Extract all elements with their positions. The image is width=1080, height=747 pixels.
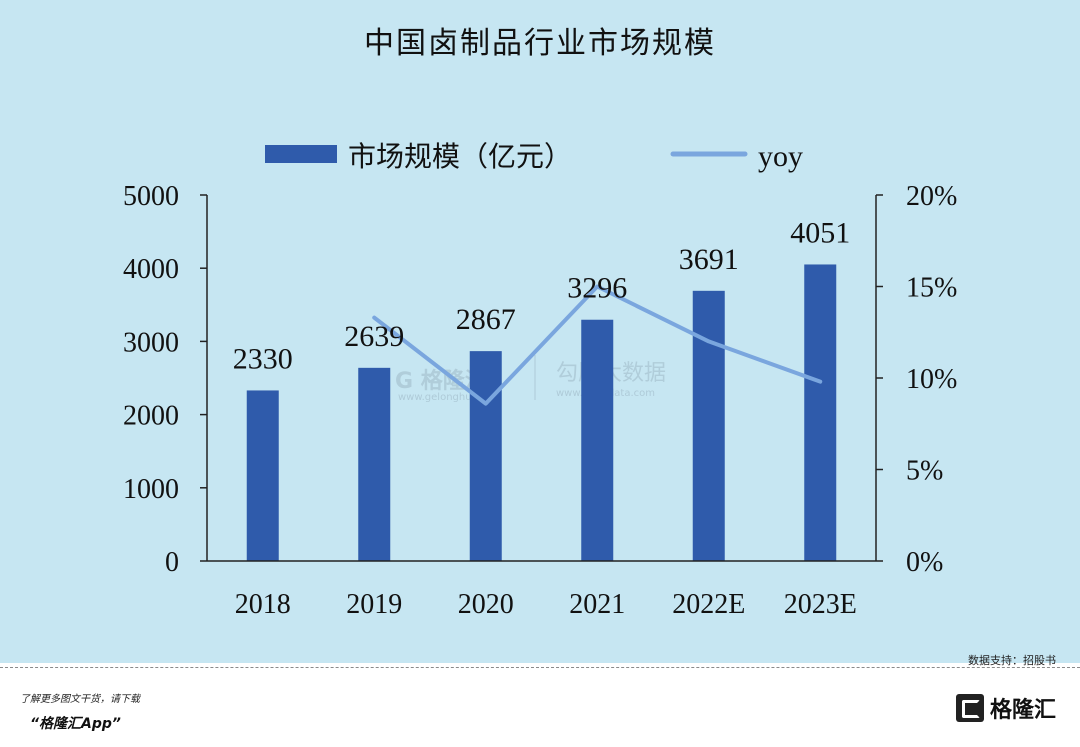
y-left-tick-label: 1000 (123, 474, 179, 505)
data-label-2021: 3296 (567, 272, 627, 305)
bar-2021 (581, 319, 614, 561)
bar-2020 (469, 351, 502, 561)
y-left-tick-label: 2000 (123, 401, 179, 432)
y-right-tick-label: 0% (906, 547, 943, 578)
bar-2023E (804, 264, 837, 561)
yoy-line (372, 284, 823, 406)
data-label-2022E: 3691 (679, 243, 739, 276)
chart-svg: G 格隆汇www.gelonghui.com勾股大数据www.gogudata.… (123, 140, 957, 620)
legend-bar-label: 市场规模（亿元） (348, 140, 572, 173)
y-left-tick-label: 4000 (123, 254, 179, 285)
footer-logo: 格隆汇 (955, 692, 1056, 724)
bar-2022E (692, 290, 725, 561)
data-label-2018: 2330 (233, 342, 293, 375)
footer-logo-text: 格隆汇 (989, 698, 1056, 723)
x-tick-label: 2018 (235, 589, 291, 620)
y-left-tick-label: 3000 (123, 327, 179, 358)
x-tick-label: 2021 (569, 589, 625, 620)
data-label-2023E: 4051 (790, 216, 850, 249)
logo-icon (955, 694, 984, 722)
legend-line-label: yoy (758, 140, 803, 173)
chart-title: 中国卤制品行业市场规模 (364, 26, 716, 61)
x-tick-label: 2023E (784, 589, 857, 620)
data-label-2019: 2639 (344, 320, 404, 353)
watermark-brand-url: www.gelonghui.com (398, 392, 499, 403)
y-right-tick-label: 20% (906, 181, 957, 212)
x-tick-label: 2019 (346, 589, 402, 620)
bar-2019 (358, 367, 391, 561)
footer-divider (0, 667, 1080, 668)
data-label-2020: 2867 (456, 303, 516, 336)
y-left-tick-label: 5000 (123, 181, 179, 212)
y-right-tick-label: 15% (906, 273, 957, 304)
footer-download-hint: 了解更多图文干货，请下载 (20, 694, 140, 705)
source-note: 数据支持：招股书 (968, 654, 1056, 667)
chart-panel: 中国卤制品行业市场规模 G 格隆汇www.gelonghui.com勾股大数据w… (0, 0, 1080, 663)
y-right-tick-label: 10% (906, 364, 957, 395)
y-left-tick-label: 0 (165, 547, 179, 578)
x-tick-label: 2022E (672, 589, 745, 620)
bar-2018 (246, 390, 279, 561)
x-tick-label: 2020 (458, 589, 514, 620)
footer-app-name: “格隆汇App” (30, 716, 121, 732)
y-right-tick-label: 5% (906, 456, 943, 487)
legend-bar-swatch (265, 145, 337, 163)
